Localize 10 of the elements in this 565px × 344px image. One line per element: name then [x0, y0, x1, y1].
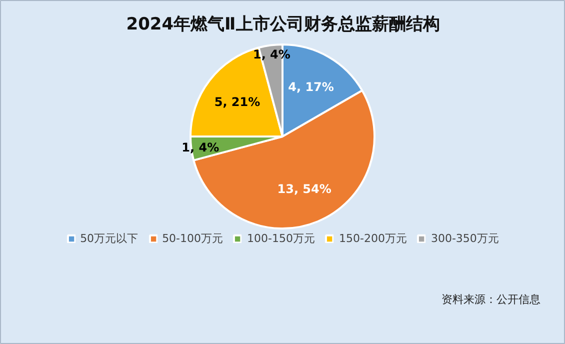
data-label: 5, 21%: [214, 94, 260, 109]
legend-label: 100-150万元: [247, 231, 315, 246]
legend-label: 50万元以下: [80, 231, 138, 246]
data-label: 4, 17%: [288, 80, 334, 94]
data-label: 13, 54%: [277, 182, 332, 196]
text: 资料来源：公开信息: [442, 293, 540, 306]
legend-label: 50-100万元: [162, 231, 224, 246]
chart-title: 2024年燃气Ⅱ上市公司财务总监薪酬结构: [126, 14, 440, 34]
legend-label: 300-350万元: [430, 231, 499, 246]
legend-label: 150-200万元: [339, 231, 407, 246]
